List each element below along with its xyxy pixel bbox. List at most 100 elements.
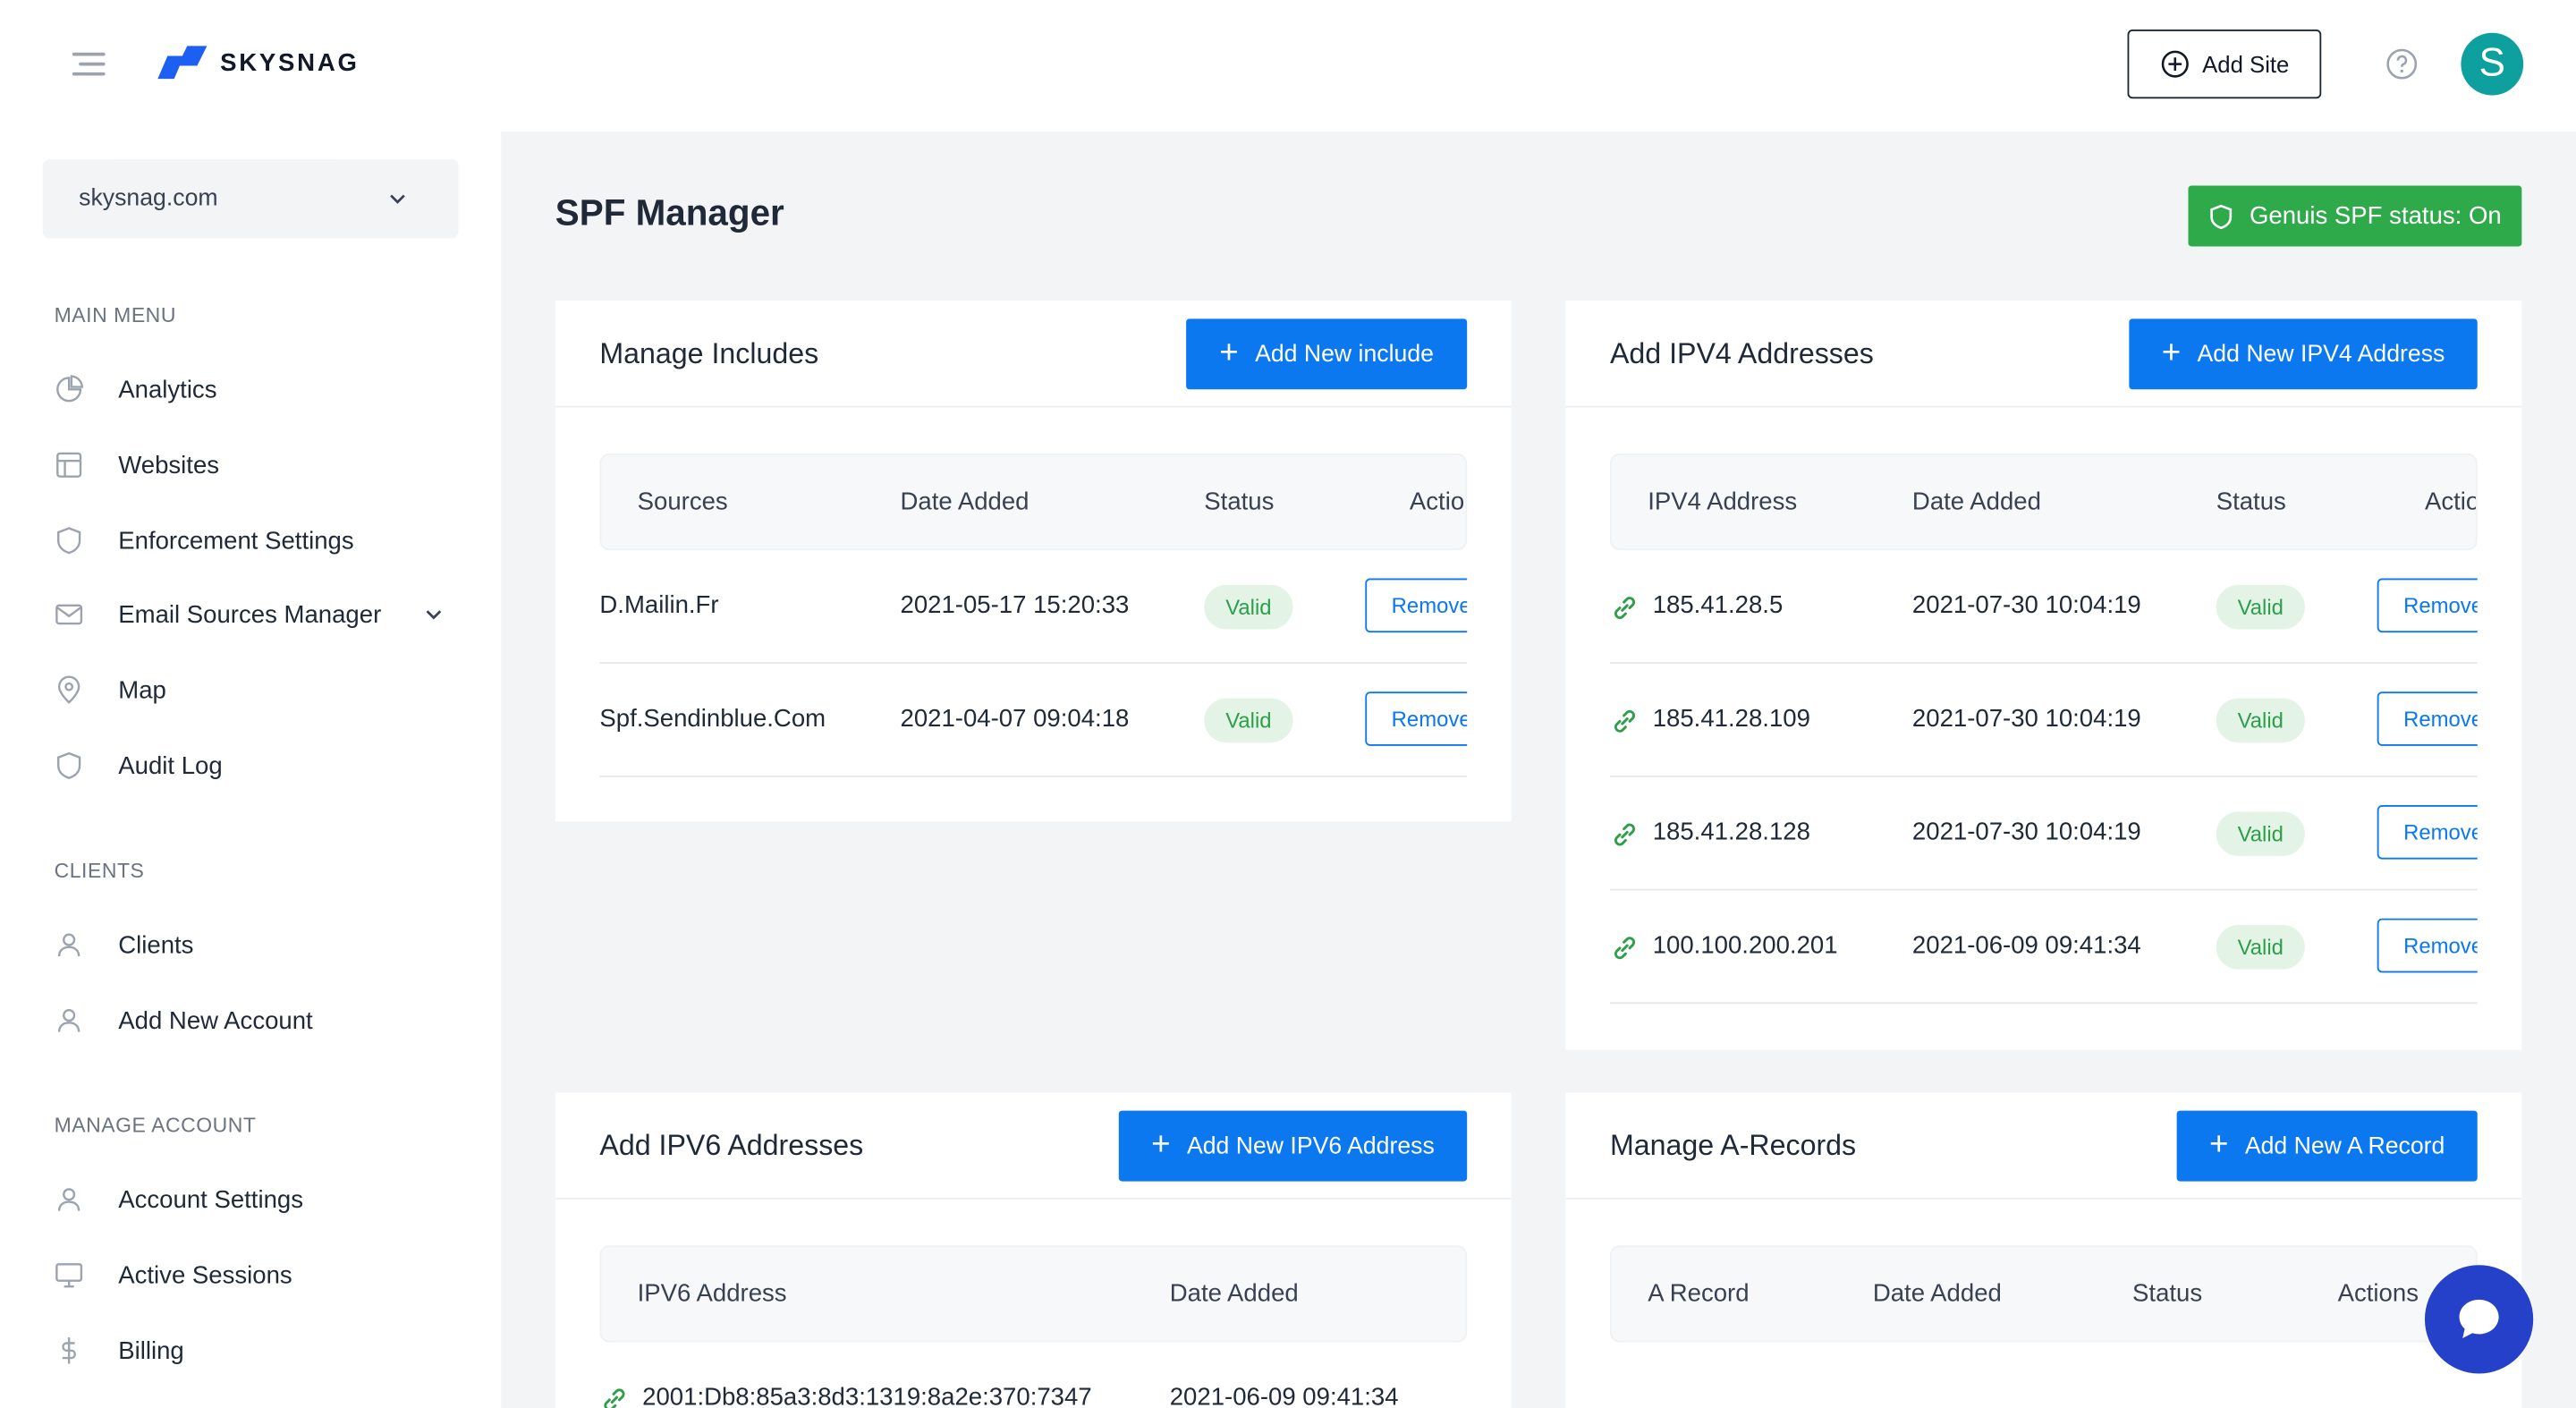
ipv4-address-cell: 185.41.28.109 [1652, 704, 1810, 734]
link-icon [1614, 937, 1636, 960]
chevron-down-icon[interactable] [422, 603, 445, 626]
genius-status-label: Genuis SPF status: On [2249, 201, 2502, 231]
button-label: Add New A Record [2244, 1132, 2445, 1159]
add-new-ipv4-button[interactable]: + Add New IPV4 Address [2129, 318, 2478, 390]
logo-text: SKYSNAG [220, 48, 360, 77]
sidebar-item-account-settings[interactable]: Account Settings [55, 1175, 465, 1224]
link-icon [1614, 709, 1636, 733]
table-header: IPV6 Address Date Added [599, 1245, 1468, 1343]
map-pin-icon [57, 675, 80, 704]
link-icon [1614, 823, 1636, 846]
genius-spf-status-button[interactable]: Genuis SPF status: On [2188, 185, 2522, 247]
column-header: IPV6 Address [637, 1279, 787, 1309]
card-title: Manage A-Records [1609, 1128, 1857, 1162]
remove-button[interactable]: Remove [1365, 691, 1468, 746]
plus-icon: + [2161, 334, 2182, 371]
sidebar-item-analytics[interactable]: Analytics [55, 365, 465, 414]
column-header: IPV4 Address [1648, 488, 1798, 516]
a-records-card: Manage A-Records + Add New A Record A Re… [1565, 1092, 2522, 1408]
button-label: Add New IPV6 Address [1186, 1132, 1435, 1159]
monitor-icon [55, 1263, 83, 1288]
remove-button[interactable]: Remove [1365, 578, 1468, 633]
sidebar-item-websites[interactable]: Websites [55, 440, 465, 489]
table-row: 185.41.28.5 2021-07-30 10:04:19 Valid Re… [1609, 550, 2478, 665]
column-header: Sources [637, 488, 728, 516]
card-header: Manage Includes + Add New include [555, 301, 1512, 408]
status-badge: Valid [2216, 698, 2305, 743]
date-cell: 2021-06-09 09:41:34 [1911, 931, 2141, 960]
page-title: SPF Manager [555, 191, 784, 233]
shield-icon [2210, 203, 2233, 229]
table-header: IPV4 Address Date Added Status Actions [1609, 453, 2478, 551]
pie-chart-icon [56, 375, 84, 403]
sidebar-item-label: Clients [118, 930, 194, 959]
column-header: Status [2132, 1279, 2203, 1309]
sidebar: skysnag.com MAIN MENU Analytics Websites… [0, 131, 502, 1408]
add-new-a-record-button[interactable]: + Add New A Record [2176, 1110, 2478, 1182]
card-title: Manage Includes [599, 336, 819, 370]
sidebar-item-label: Active Sessions [118, 1260, 292, 1289]
sidebar-item-clients[interactable]: Clients [55, 920, 465, 970]
plus-icon: + [1219, 334, 1239, 371]
chat-bubble-icon [2459, 1299, 2499, 1338]
sidebar-item-add-new-account[interactable]: Add New Account [55, 996, 465, 1045]
help-icon[interactable] [2385, 47, 2419, 81]
remove-button[interactable]: Remove [2377, 578, 2478, 633]
remove-button[interactable]: Remove [2377, 804, 2478, 860]
remove-button[interactable]: Remove [2377, 918, 2478, 973]
top-header: SKYSNAG Add Site S [0, 0, 2576, 131]
sidebar-item-label: Map [118, 675, 166, 705]
remove-button[interactable]: Remove [2377, 691, 2478, 746]
plus-circle-icon [2160, 50, 2188, 78]
sidebar-item-active-sessions[interactable]: Active Sessions [55, 1251, 465, 1300]
add-new-include-button[interactable]: + Add New include [1186, 318, 1468, 390]
card-title: Add IPV6 Addresses [599, 1128, 864, 1162]
card-header: Add IPV4 Addresses + Add New IPV4 Addres… [1565, 301, 2522, 408]
logo[interactable]: SKYSNAG [151, 43, 360, 82]
add-new-ipv6-button[interactable]: + Add New IPV6 Address [1118, 1110, 1468, 1182]
mail-icon [55, 604, 83, 625]
date-cell: 2021-05-17 15:20:33 [900, 591, 1130, 620]
manage-includes-card: Manage Includes + Add New include Source… [555, 301, 1512, 822]
card-header: Manage A-Records + Add New A Record [1565, 1092, 2522, 1200]
user-icon [57, 933, 80, 957]
date-cell: 2021-07-30 10:04:19 [1911, 818, 2141, 846]
plus-icon: + [2208, 1126, 2229, 1163]
table-row: 185.41.28.128 2021-07-30 10:04:19 Valid … [1609, 777, 2478, 891]
ipv4-addresses-card: Add IPV4 Addresses + Add New IPV4 Addres… [1565, 301, 2522, 1050]
sidebar-item-label: Analytics [118, 375, 217, 403]
sidebar-item-billing[interactable]: Billing [55, 1326, 465, 1375]
column-header: A Record [1648, 1279, 1750, 1309]
sidebar-item-audit-log[interactable]: Audit Log [55, 741, 465, 790]
status-badge: Valid [2216, 811, 2305, 856]
column-header: Date Added [900, 488, 1030, 516]
status-badge: Valid [2216, 584, 2305, 630]
card-title: Add IPV4 Addresses [1609, 336, 1874, 370]
column-header: Actions [2337, 1279, 2419, 1309]
chat-widget-button[interactable] [2424, 1265, 2534, 1374]
sidebar-item-label: Audit Log [118, 751, 223, 780]
table-row: 100.100.200.201 2021-06-09 09:41:34 Vali… [1609, 890, 2478, 1005]
sidebar-item-email-sources-manager[interactable]: Email Sources Manager [55, 589, 465, 639]
status-badge: Valid [1204, 698, 1293, 743]
add-site-button[interactable]: Add Site [2127, 30, 2322, 99]
manage-account-label: MANAGE ACCOUNT [54, 1114, 257, 1137]
sidebar-item-label: Enforcement Settings [118, 526, 354, 555]
sidebar-item-enforcement-settings[interactable]: Enforcement Settings [55, 516, 465, 565]
date-cell: 2021-04-07 09:04:18 [900, 704, 1130, 734]
ipv4-address-cell: 185.41.28.5 [1652, 591, 1784, 620]
main-menu-label: MAIN MENU [54, 303, 176, 327]
menu-toggle-icon[interactable] [72, 49, 108, 79]
sidebar-item-map[interactable]: Map [55, 666, 465, 715]
ipv6-addresses-card: Add IPV6 Addresses + Add New IPV6 Addres… [555, 1092, 1512, 1408]
table-row: D.Mailin.Fr 2021-05-17 15:20:33 Valid Re… [599, 550, 1468, 665]
chevron-down-icon [390, 194, 405, 204]
site-select[interactable]: skysnag.com [42, 159, 459, 239]
link-icon [1614, 597, 1636, 620]
sidebar-item-label: Billing [118, 1336, 184, 1365]
column-header: Actions [2424, 488, 2476, 516]
column-header: Status [1204, 488, 1275, 516]
sidebar-item-label: Account Settings [118, 1185, 304, 1214]
avatar[interactable]: S [2461, 32, 2524, 96]
clients-label: CLIENTS [54, 859, 145, 883]
